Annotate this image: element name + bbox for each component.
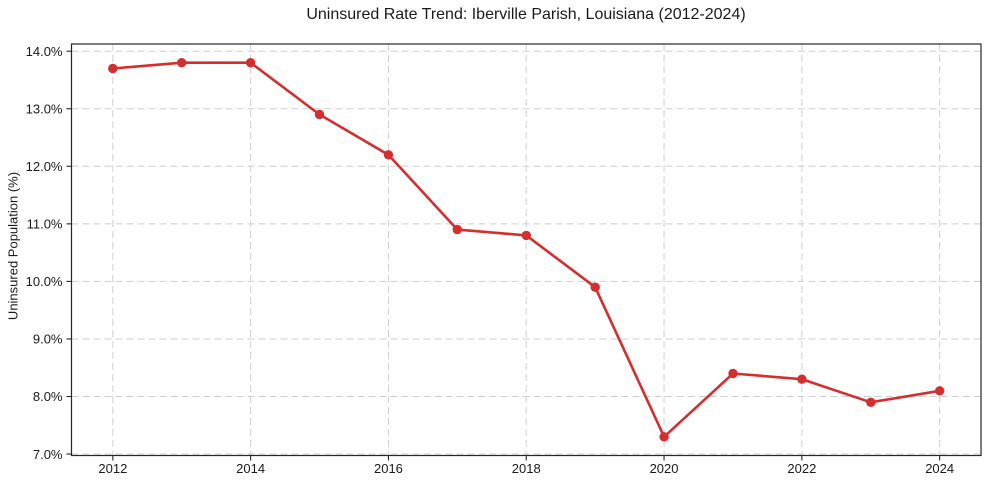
data-point	[935, 386, 945, 396]
y-tick-label: 7.0%	[33, 447, 63, 462]
x-tick-label: 2018	[512, 461, 541, 476]
data-point	[797, 374, 807, 384]
x-tick-label: 2012	[98, 461, 127, 476]
y-tick-label: 8.0%	[33, 389, 63, 404]
data-point	[452, 224, 462, 235]
data-point	[108, 63, 118, 74]
data-point	[659, 432, 669, 442]
data-point	[383, 150, 394, 160]
data-point	[245, 58, 256, 68]
x-tick-label: 2024	[925, 461, 954, 476]
data-point	[314, 109, 325, 120]
y-tick-label: 13.0%	[26, 101, 63, 116]
y-tick-label: 11.0%	[27, 217, 63, 232]
x-tick-label: 2020	[650, 461, 679, 476]
y-tick-label: 12.0%	[26, 159, 63, 174]
chart-title: Uninsured Rate Trend: Iberville Parish, …	[306, 6, 746, 23]
data-point	[590, 282, 600, 292]
data-point	[728, 368, 738, 379]
data-point	[177, 58, 187, 68]
data-point	[866, 397, 876, 407]
y-tick-label: 10.0%	[26, 274, 63, 289]
x-tick-label: 2014	[236, 461, 265, 476]
y-tick-label: 14.0%	[26, 44, 63, 59]
data-point	[521, 230, 531, 241]
y-tick-label: 9.0%	[33, 332, 63, 347]
x-tick-label: 2016	[374, 461, 403, 476]
x-tick-label: 2022	[787, 461, 816, 476]
